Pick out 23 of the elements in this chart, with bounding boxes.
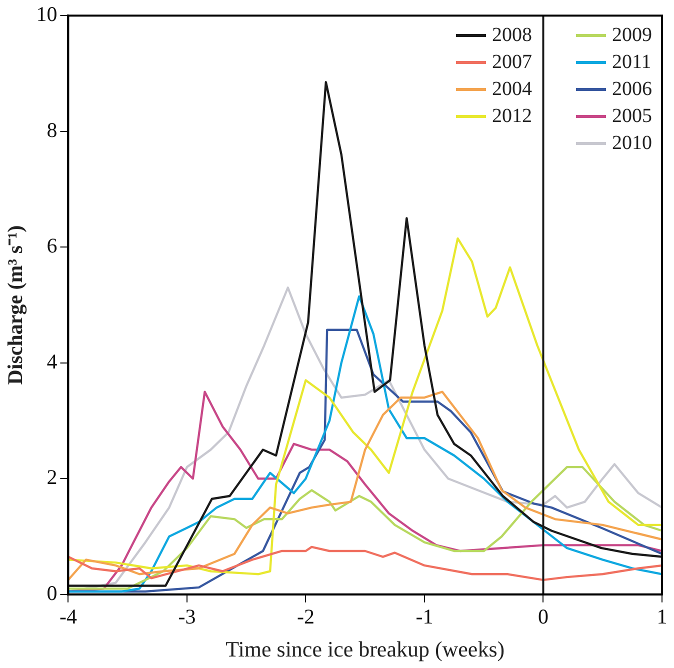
- x-tick-label: -1: [416, 604, 434, 629]
- y-tick-label: 2: [46, 465, 58, 490]
- x-tick-label: 1: [656, 604, 668, 629]
- legend-label: 2012: [492, 104, 532, 129]
- legend-label: 2010: [612, 130, 652, 156]
- legend-label: 2004: [492, 76, 532, 102]
- x-axis-title: Time since ice breakup (weeks): [226, 636, 505, 662]
- legend-label: 2009: [612, 22, 652, 48]
- legend-label: 2008: [492, 22, 532, 48]
- x-tick-label: -2: [296, 604, 314, 629]
- x-tick-label: 0: [538, 604, 548, 629]
- y-tick-label: 10: [36, 2, 58, 26]
- legend-label: 2011: [612, 50, 652, 75]
- y-tick-label: 6: [46, 234, 58, 258]
- y-axis-title: Discharge (m³ s⁻¹): [3, 225, 28, 385]
- legend-label: 2006: [612, 76, 652, 102]
- legend-label: 2005: [612, 104, 652, 129]
- x-tick-label: -4: [59, 604, 78, 629]
- legend-label: 2007: [492, 50, 532, 75]
- y-tick-label: 8: [46, 118, 58, 142]
- y-tick-label: 4: [46, 349, 58, 374]
- x-tick-label: -3: [178, 604, 196, 629]
- y-tick-label: 0: [46, 580, 58, 605]
